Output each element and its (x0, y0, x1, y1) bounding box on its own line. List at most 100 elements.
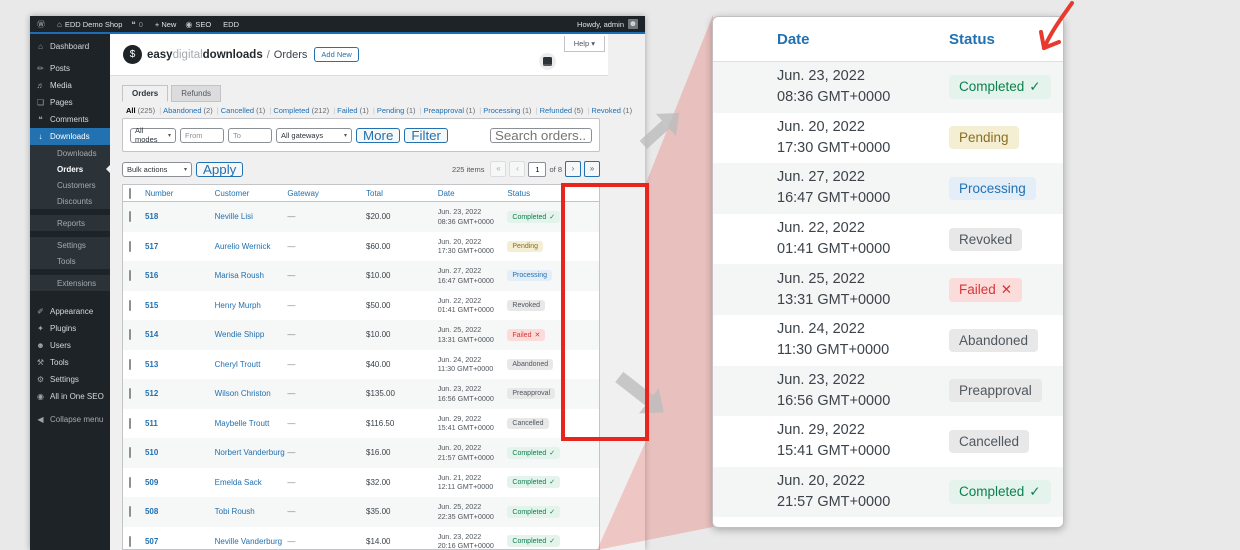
sidebar-item[interactable]: Settings (30, 237, 110, 253)
search-input[interactable] (490, 127, 592, 143)
sidebar-item[interactable]: ❏ Pages (30, 94, 110, 111)
admin-bar-item[interactable]: Ⓦ (37, 19, 48, 30)
sidebar-item[interactable]: ✦ Plugins (30, 320, 110, 337)
date-to-input[interactable]: To (228, 127, 272, 143)
sidebar-item[interactable]: ♬ Media (30, 77, 110, 94)
order-number-link[interactable]: 518 (144, 212, 159, 222)
order-number-link[interactable]: 513 (144, 359, 159, 369)
admin-bar-item[interactable]: ⌂ EDD Demo Shop (57, 20, 122, 29)
column-header-date[interactable]: Date (437, 188, 455, 198)
order-number-link[interactable]: 507 (144, 536, 159, 546)
customer-link[interactable]: Aurelio Wernick (214, 241, 271, 251)
order-number-link[interactable]: 510 (144, 448, 159, 458)
order-number-link[interactable]: 516 (144, 271, 159, 281)
row-checkbox[interactable] (129, 535, 131, 547)
row-checkbox[interactable] (129, 476, 131, 488)
row-checkbox[interactable] (129, 270, 131, 282)
help-tab[interactable]: Help ▾ (563, 36, 605, 52)
status-filter-link[interactable]: All (126, 106, 136, 115)
status-filter-link[interactable]: Completed (273, 106, 310, 115)
first-page-button[interactable]: « (490, 161, 507, 177)
row-checkbox[interactable] (129, 447, 131, 459)
admin-bar-item[interactable]: EDD (220, 20, 239, 29)
sidebar-item[interactable]: ✏ Posts (30, 60, 110, 77)
date-from-input[interactable]: From (180, 127, 224, 143)
row-checkbox[interactable] (129, 417, 131, 429)
next-page-button[interactable]: › (565, 161, 581, 177)
sidebar-item[interactable]: Orders (30, 161, 110, 177)
customer-link[interactable]: Wilson Christon (214, 389, 271, 399)
sidebar-item[interactable]: Tools (30, 253, 110, 269)
more-button[interactable]: More (356, 127, 401, 143)
status-filter-link[interactable]: Processing (483, 106, 521, 115)
sidebar-item[interactable]: ⚙ Settings (30, 371, 110, 388)
add-new-button[interactable]: Add New (314, 47, 359, 62)
sidebar-item[interactable]: ⚒ Tools (30, 354, 110, 371)
customer-link[interactable]: Wendie Shipp (214, 330, 265, 340)
row-checkbox[interactable] (129, 211, 131, 223)
row-checkbox[interactable] (129, 329, 131, 341)
admin-bar-item[interactable]: ❝ 0 (131, 20, 142, 29)
status-filter-link[interactable]: Abandoned (163, 106, 202, 115)
apply-button[interactable]: Apply (196, 161, 244, 177)
order-number-link[interactable]: 508 (144, 507, 159, 517)
customer-link[interactable]: Neville Lisi (214, 212, 253, 222)
sidebar-item[interactable]: Discounts (30, 193, 110, 209)
customer-link[interactable]: Neville Vanderburg (214, 536, 283, 546)
customer-link[interactable]: Marisa Roush (214, 271, 264, 281)
prev-page-button[interactable]: ‹ (509, 161, 526, 177)
sidebar-item[interactable]: Downloads (30, 145, 110, 161)
row-checkbox[interactable] (129, 358, 131, 370)
order-number-link[interactable]: 511 (144, 418, 158, 428)
customer-link[interactable]: Tobi Roush (214, 507, 255, 517)
sidebar-item[interactable]: ⌂ Dashboard (30, 38, 110, 55)
order-number-link[interactable]: 509 (144, 477, 159, 487)
column-header-status[interactable]: Status (507, 188, 531, 198)
order-number-link[interactable]: 517 (144, 241, 159, 251)
customer-link[interactable]: Maybelle Troutt (214, 418, 270, 428)
sidebar-item[interactable]: Customers (30, 177, 110, 193)
screen-options-button[interactable] (539, 53, 556, 70)
tab[interactable]: Refunds (171, 85, 222, 102)
row-checkbox[interactable] (129, 506, 131, 518)
avatar[interactable]: ☻ (628, 19, 638, 29)
sidebar-item[interactable]: Extensions (30, 275, 110, 291)
status-filter-link[interactable]: Revoked (591, 106, 621, 115)
howdy-text[interactable]: Howdy, admin (577, 19, 624, 29)
column-header-number[interactable]: Number (144, 188, 174, 198)
sidebar-item[interactable]: ↓ Downloads (30, 128, 110, 145)
sidebar-item[interactable]: Reports (30, 215, 110, 231)
customer-link[interactable]: Emelda Sack (214, 477, 262, 487)
admin-bar-item[interactable]: ◉ SEO (185, 20, 211, 29)
sidebar-item[interactable]: ◉ All in One SEO (30, 388, 110, 405)
sidebar-item[interactable]: ☻ Users (30, 337, 110, 354)
sidebar-item[interactable]: ◀ Collapse menu (30, 411, 110, 428)
status-filter-link[interactable]: Preapproval (423, 106, 465, 115)
order-number-link[interactable]: 515 (144, 300, 159, 310)
gateways-select[interactable]: All gateways ▾ (276, 127, 352, 143)
customer-link[interactable]: Henry Murph (214, 300, 261, 310)
current-page-input[interactable] (528, 161, 547, 177)
status-filter-link[interactable]: Pending (376, 106, 405, 115)
row-checkbox[interactable] (129, 299, 131, 311)
status-filter-link[interactable]: Failed (337, 106, 358, 115)
order-number-link[interactable]: 514 (144, 330, 159, 340)
filter-button[interactable]: Filter (404, 127, 448, 143)
sidebar-item[interactable]: ❝ Comments (30, 111, 110, 128)
row-checkbox[interactable] (129, 388, 131, 400)
row-checkbox[interactable] (129, 240, 131, 252)
admin-bar-item[interactable]: + New (152, 20, 176, 29)
order-number-link[interactable]: 512 (144, 389, 159, 399)
bulk-actions-select[interactable]: Bulk actions ▾ (122, 161, 192, 177)
select-all-checkbox[interactable] (129, 187, 131, 199)
last-page-button[interactable]: » (584, 161, 600, 177)
customer-link[interactable]: Cheryl Troutt (214, 359, 261, 369)
sidebar-item[interactable] (30, 291, 110, 303)
column-header-customer[interactable]: Customer (214, 188, 250, 198)
modes-select[interactable]: All modes ▾ (130, 126, 176, 144)
sidebar-item[interactable]: ✐ Appearance (30, 303, 110, 320)
status-filter-link[interactable]: Cancelled (220, 106, 255, 115)
tab[interactable]: Orders (122, 85, 169, 102)
customer-link[interactable]: Norbert Vanderburg (214, 448, 285, 458)
column-header-total[interactable]: Total (366, 188, 383, 198)
